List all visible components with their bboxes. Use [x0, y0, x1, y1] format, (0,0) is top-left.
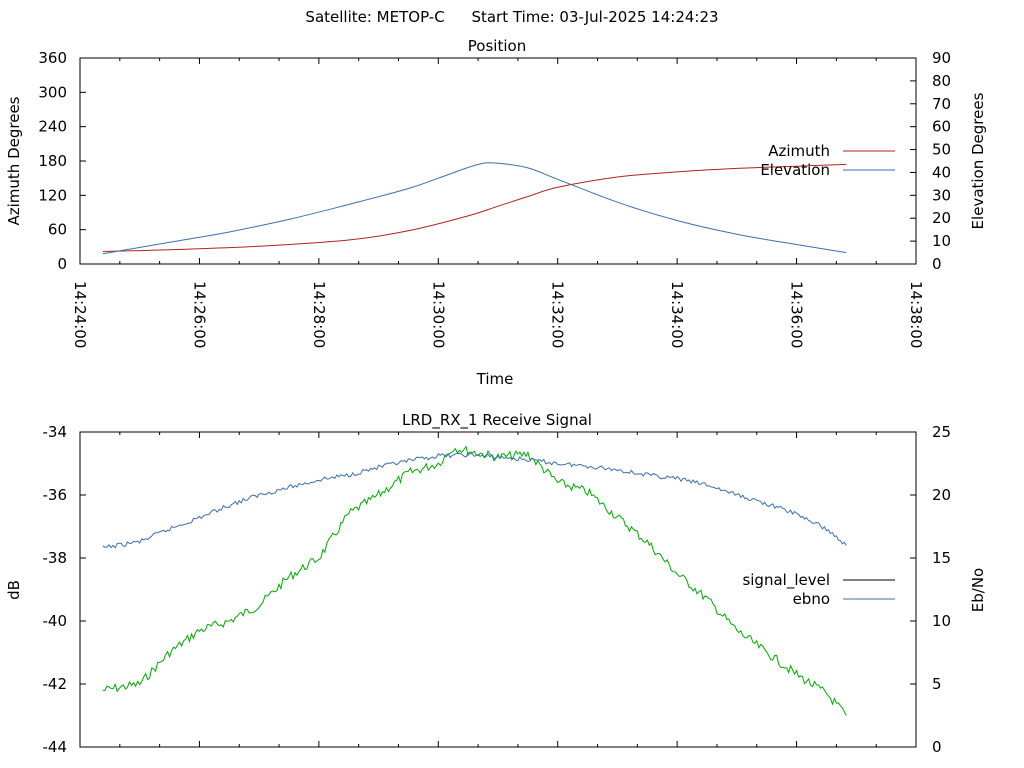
y-tick-label: -42 — [43, 675, 68, 693]
azimuth-axis-label: Azimuth Degrees — [5, 96, 23, 225]
y2-tick-label: 0 — [932, 255, 942, 273]
y-tick-label: -38 — [43, 549, 68, 567]
y2-tick-label: 25 — [932, 423, 951, 441]
y-tick-label: 360 — [38, 49, 67, 67]
x-tick-label: 14:26:00 — [190, 281, 208, 348]
header-title: Satellite: METOP-C Start Time: 03-Jul-20… — [305, 8, 718, 26]
y-tick-label: -40 — [43, 612, 68, 630]
y2-tick-label: 60 — [932, 118, 951, 136]
y-tick-label: 60 — [48, 221, 67, 239]
x-tick-label: 14:34:00 — [668, 281, 686, 348]
y2-tick-label: 15 — [932, 549, 951, 567]
x-tick-label: 14:24:00 — [71, 281, 89, 348]
series-line-elevation — [102, 162, 847, 255]
x-tick-label: 14:30:00 — [429, 281, 447, 348]
x-tick-label: 14:36:00 — [788, 281, 806, 348]
y2-tick-label: 90 — [932, 49, 951, 67]
y2-tick-label: 20 — [932, 486, 951, 504]
receive-signal-title: LRD_RX_1 Receive Signal — [402, 411, 592, 430]
receive-signal-chart: LRD_RX_1 Receive Signal -44-42-40-38-36-… — [5, 411, 987, 756]
series-line-azimuth — [102, 163, 847, 252]
position-legend: Azimuth Elevation — [760, 142, 895, 179]
position-series — [102, 162, 847, 255]
y2-tick-label: 70 — [932, 95, 951, 113]
y-tick-label: 0 — [57, 255, 67, 273]
y-tick-label: 240 — [38, 118, 67, 136]
y2-tick-label: 30 — [932, 186, 951, 204]
receive-signal-legend: signal_level ebno — [742, 571, 895, 608]
receive-signal-series — [102, 445, 847, 716]
receive-signal-axis-ticks: -44 -42 -40 -38 -36 -34 0 5 10 15 20 25 — [43, 423, 952, 756]
x-tick-label: 14:38:00 — [907, 281, 925, 348]
db-axis-label: dB — [5, 580, 23, 600]
y-tick-label: 300 — [38, 83, 67, 101]
y2-tick-label: 20 — [932, 209, 951, 227]
position-chart-title: Position — [468, 37, 526, 55]
y2-tick-label: 40 — [932, 163, 951, 181]
y-tick-label: 120 — [38, 186, 67, 204]
header-satellite: Satellite: METOP-C — [305, 8, 444, 26]
y2-tick-label: 10 — [932, 232, 951, 250]
position-axis-ticks: 14:24:00 14:26:00 14:28:00 14:30:00 14:32:00… — [38, 49, 951, 348]
ebno-axis-label: Eb/No — [969, 568, 987, 612]
x-tick-label: 14:32:00 — [549, 281, 567, 348]
y2-tick-label: 50 — [932, 141, 951, 159]
legend-signal-level-label: signal_level — [742, 571, 830, 590]
receive-signal-plot-frame — [79, 431, 917, 748]
y-tick-label: -34 — [43, 423, 68, 441]
y2-tick-label: 80 — [932, 72, 951, 90]
y-tick-label: -44 — [43, 738, 68, 756]
legend-elevation-label: Elevation — [760, 161, 830, 179]
series-line-signal-level — [102, 445, 847, 716]
position-chart: Position 14:24:00 14:26:00 14:28:00 14:30:0… — [5, 37, 987, 388]
header-start-time: Start Time: 03-Jul-2025 14:24:23 — [471, 8, 718, 26]
y-tick-label: -36 — [43, 486, 68, 504]
time-axis-label: Time — [476, 370, 514, 388]
series-line-ebno — [102, 452, 847, 549]
x-tick-label: 14:28:00 — [310, 281, 328, 348]
y2-tick-label: 5 — [932, 675, 942, 693]
elevation-axis-label: Elevation Degrees — [969, 92, 987, 229]
y2-tick-label: 0 — [932, 738, 942, 756]
y2-tick-label: 10 — [932, 612, 951, 630]
y-tick-label: 180 — [38, 152, 67, 170]
legend-azimuth-label: Azimuth — [768, 142, 830, 160]
legend-ebno-label: ebno — [793, 590, 830, 608]
